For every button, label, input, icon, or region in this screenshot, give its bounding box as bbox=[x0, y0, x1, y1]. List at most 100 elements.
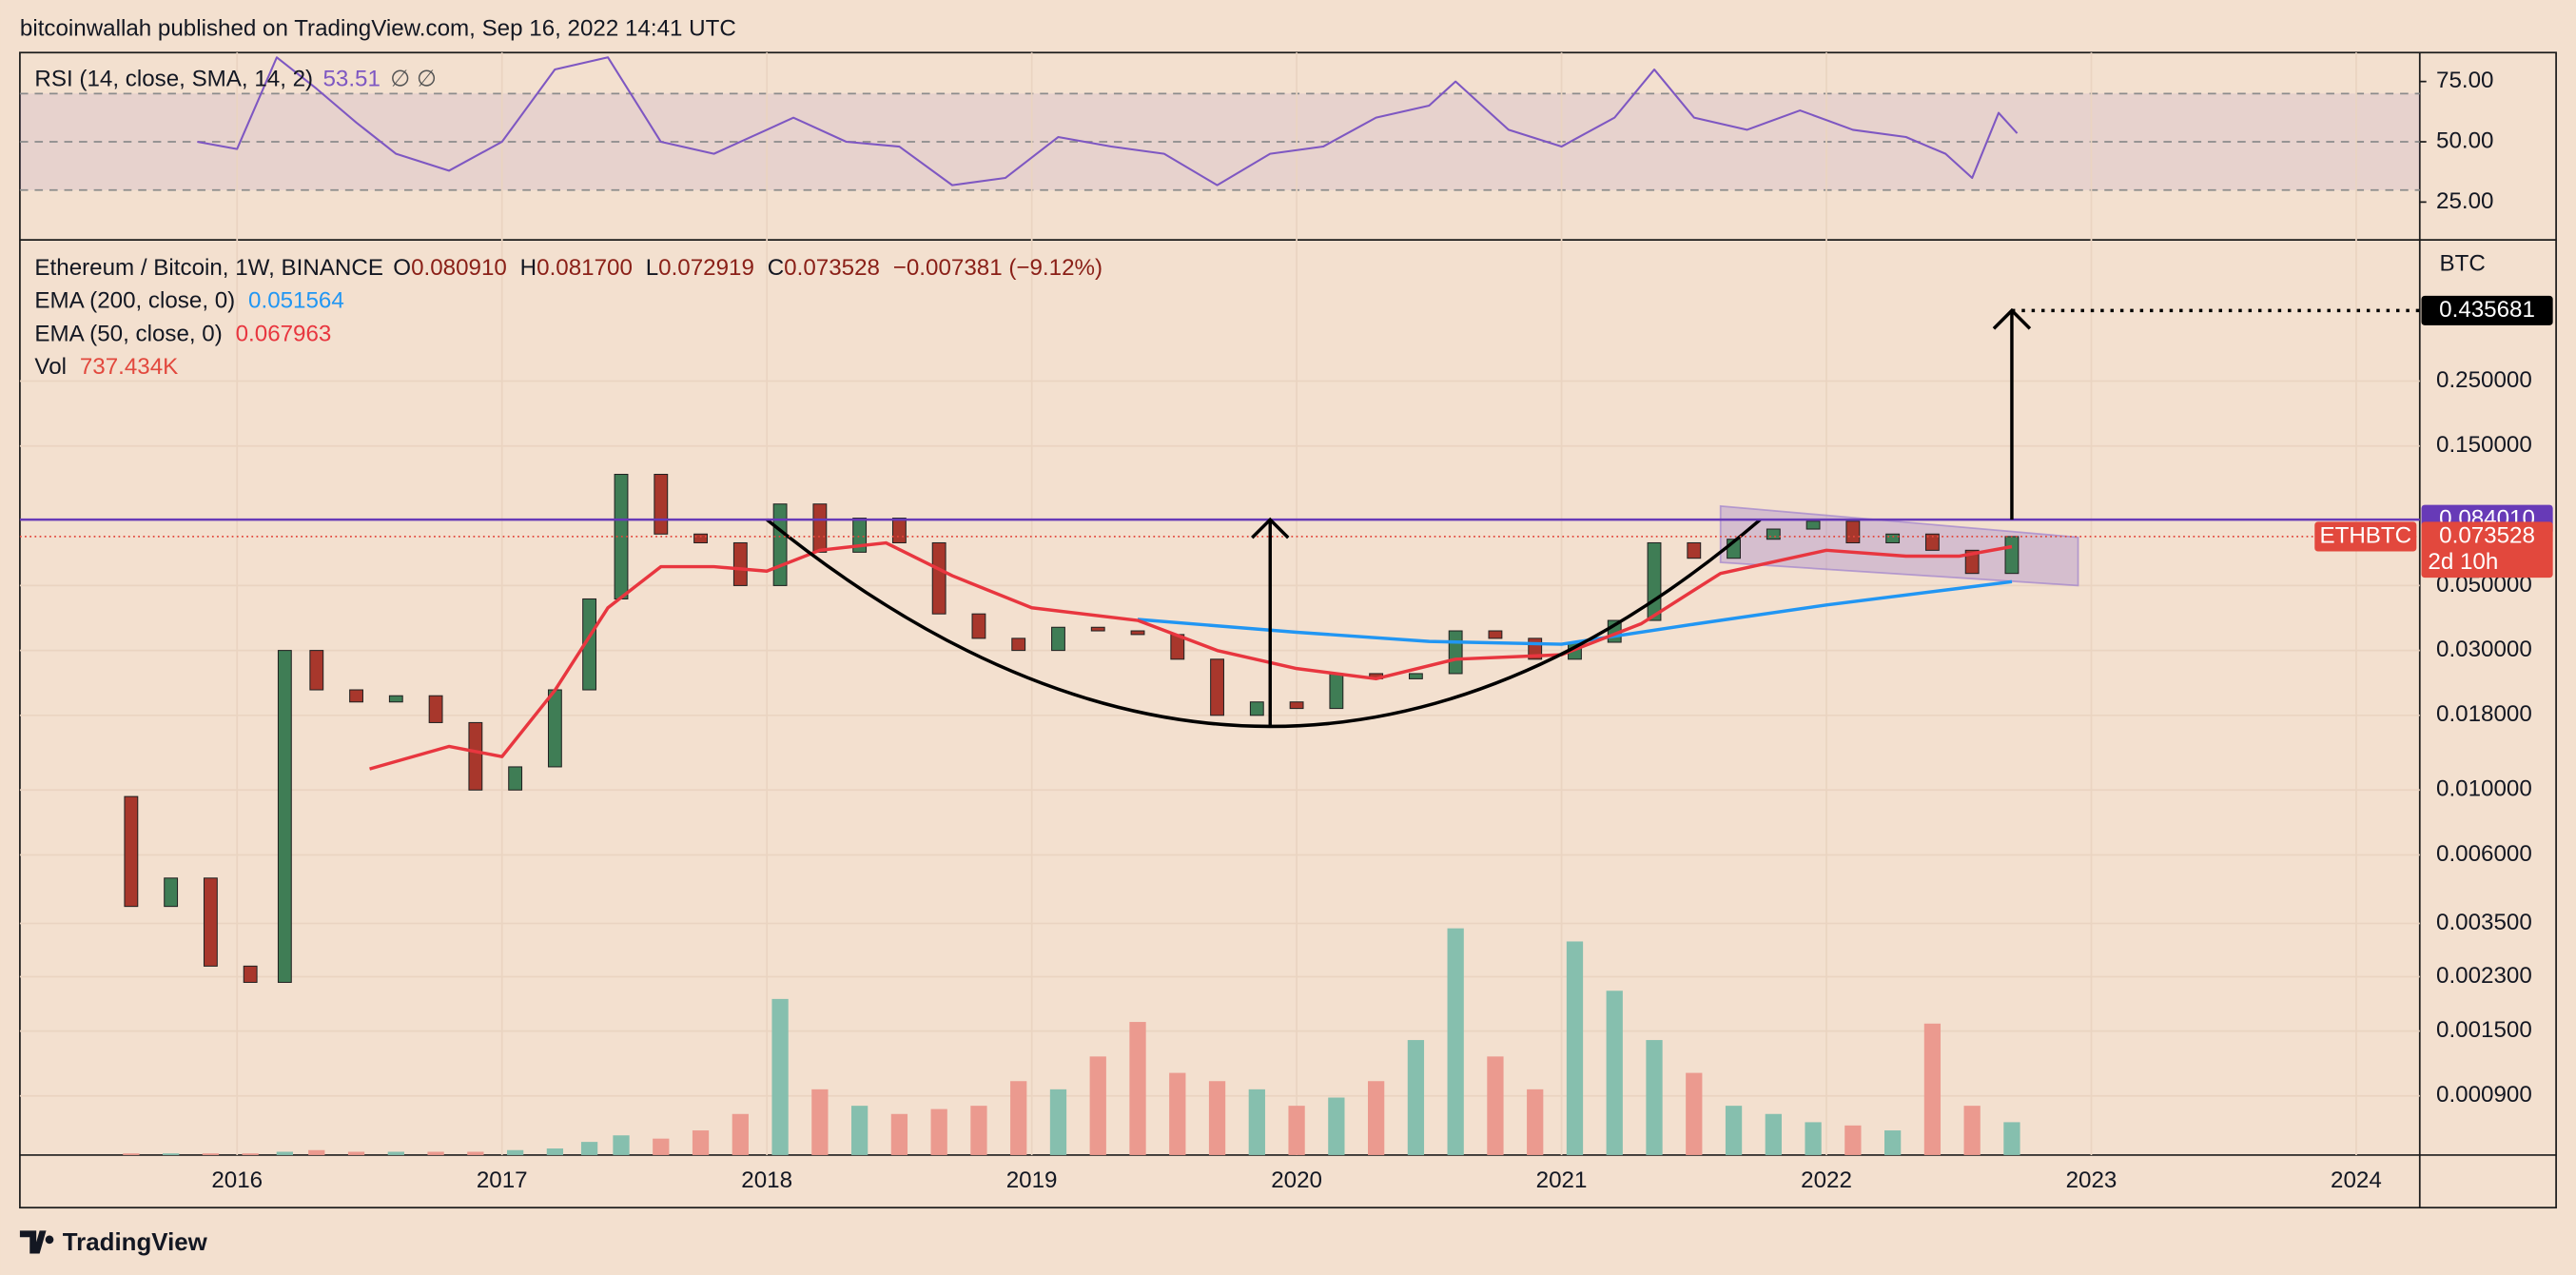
volume-bar bbox=[811, 1089, 829, 1155]
symbol-title: Ethereum / Bitcoin, 1W, BINANCE bbox=[34, 256, 383, 282]
volume-bar bbox=[1923, 1023, 1942, 1155]
volume-bar bbox=[1447, 928, 1464, 1155]
volume-bar bbox=[1208, 1081, 1226, 1155]
volume-bar bbox=[1765, 1113, 1782, 1155]
volume-bar bbox=[1328, 1097, 1345, 1155]
publisher-header: bitcoinwallah published on TradingView.c… bbox=[20, 15, 736, 41]
x-tick-label: 2016 bbox=[211, 1167, 263, 1193]
candle-body bbox=[1845, 520, 1861, 543]
last-price-badge: 0.073528 bbox=[2439, 522, 2535, 548]
candle-body bbox=[164, 877, 179, 908]
volume-bar bbox=[123, 1153, 140, 1155]
candle-body bbox=[693, 533, 708, 543]
candle-body bbox=[1488, 630, 1503, 639]
rsi-status: ∅ ∅ bbox=[390, 67, 437, 92]
volume-bar bbox=[692, 1130, 710, 1155]
volume-bar bbox=[467, 1151, 484, 1155]
candle-body bbox=[468, 721, 483, 791]
candle-body bbox=[349, 689, 363, 703]
candle-body bbox=[852, 518, 868, 553]
candle-body bbox=[1885, 533, 1901, 543]
volume-bar bbox=[1367, 1081, 1385, 1155]
x-tick-label: 2021 bbox=[1536, 1167, 1588, 1193]
volume-bar bbox=[771, 998, 789, 1155]
candle-body bbox=[428, 695, 443, 723]
indicator-legend: EMA (200, close, 0) 0.051564 bbox=[34, 288, 343, 314]
candle-body bbox=[772, 503, 788, 586]
volume-layer bbox=[123, 928, 2020, 1155]
symbol-badge-bg bbox=[2314, 521, 2417, 552]
x-tick-label: 2018 bbox=[741, 1167, 792, 1193]
candle-body bbox=[243, 965, 258, 983]
candle-body bbox=[1130, 630, 1145, 636]
candle-body bbox=[277, 650, 292, 983]
volume-bar bbox=[387, 1151, 404, 1155]
candle-body bbox=[1805, 520, 1821, 530]
y-tick-label: 0.250000 bbox=[2436, 367, 2532, 393]
volume-bar bbox=[732, 1113, 749, 1155]
ohlc-key: C bbox=[768, 256, 784, 282]
volume-bar bbox=[890, 1113, 908, 1155]
y-tick-label: 0.150000 bbox=[2436, 432, 2532, 458]
volume-bar bbox=[202, 1153, 220, 1155]
volume-bar bbox=[930, 1108, 947, 1155]
ohlc-value: 0.072919 bbox=[658, 256, 754, 282]
volume-bar bbox=[1686, 1072, 1703, 1155]
x-tick-label: 2024 bbox=[2331, 1167, 2382, 1193]
volume-bar bbox=[546, 1148, 564, 1155]
volume-bar bbox=[162, 1153, 180, 1155]
candle-body bbox=[508, 766, 523, 791]
candle-body bbox=[1964, 549, 1980, 575]
volume-bar bbox=[1049, 1089, 1067, 1155]
candle-body bbox=[1051, 626, 1065, 652]
candle-body bbox=[812, 503, 828, 553]
volume-bar bbox=[1089, 1056, 1106, 1155]
x-tick-label: 2023 bbox=[2066, 1167, 2117, 1193]
y-tick-label: 0.001500 bbox=[2436, 1017, 2532, 1043]
volume-bar bbox=[242, 1153, 259, 1155]
x-tick-label: 2020 bbox=[1271, 1167, 1322, 1193]
symbol-badge: ETHBTC bbox=[2319, 522, 2411, 548]
candle-body bbox=[1448, 630, 1463, 675]
target-badge-bg bbox=[2421, 295, 2553, 325]
y-tick-label: 25.00 bbox=[2436, 188, 2493, 214]
volume-bar bbox=[276, 1151, 294, 1155]
volume-bar bbox=[1487, 1056, 1504, 1155]
candle-body bbox=[1289, 701, 1304, 710]
volume-bar bbox=[308, 1149, 325, 1155]
volume-bar bbox=[850, 1106, 868, 1155]
volume-bar bbox=[1288, 1106, 1305, 1155]
ema-line bbox=[369, 540, 2013, 771]
volume-bar bbox=[1129, 1022, 1146, 1155]
price-unit: BTC bbox=[2439, 250, 2485, 276]
target-arrow-head bbox=[1992, 307, 2032, 330]
ohlc-key: O bbox=[393, 256, 411, 282]
rsi-line bbox=[197, 56, 2019, 186]
volume-bar bbox=[1527, 1089, 1544, 1155]
candle-body bbox=[547, 689, 562, 768]
candle-body bbox=[891, 518, 907, 543]
candle-body bbox=[1210, 658, 1224, 716]
tradingview-logo: TradingView bbox=[19, 1229, 208, 1256]
rsi-value: 53.51 bbox=[322, 67, 380, 92]
y-tick-label: 0.000900 bbox=[2436, 1082, 2532, 1108]
brand-name[interactable]: TradingView bbox=[63, 1229, 208, 1256]
volume-bar bbox=[1844, 1125, 1862, 1155]
volume-bar bbox=[1248, 1089, 1265, 1155]
last-price-badge-bg bbox=[2421, 521, 2553, 579]
target-badge: 0.435681 bbox=[2439, 297, 2535, 323]
x-tick-label: 2017 bbox=[477, 1167, 528, 1193]
volume-bar bbox=[1963, 1106, 1981, 1155]
volume-value: 737.434K bbox=[80, 354, 178, 380]
candle-body bbox=[1924, 533, 1940, 551]
ohlc-value: 0.080910 bbox=[411, 256, 507, 282]
volume-bar bbox=[970, 1106, 987, 1155]
y-tick-label: 50.00 bbox=[2436, 128, 2493, 153]
candle-body bbox=[1647, 541, 1662, 621]
y-tick-label: 0.006000 bbox=[2436, 841, 2532, 867]
volume-bar bbox=[2003, 1122, 2020, 1155]
x-tick-label: 2019 bbox=[1006, 1167, 1058, 1193]
